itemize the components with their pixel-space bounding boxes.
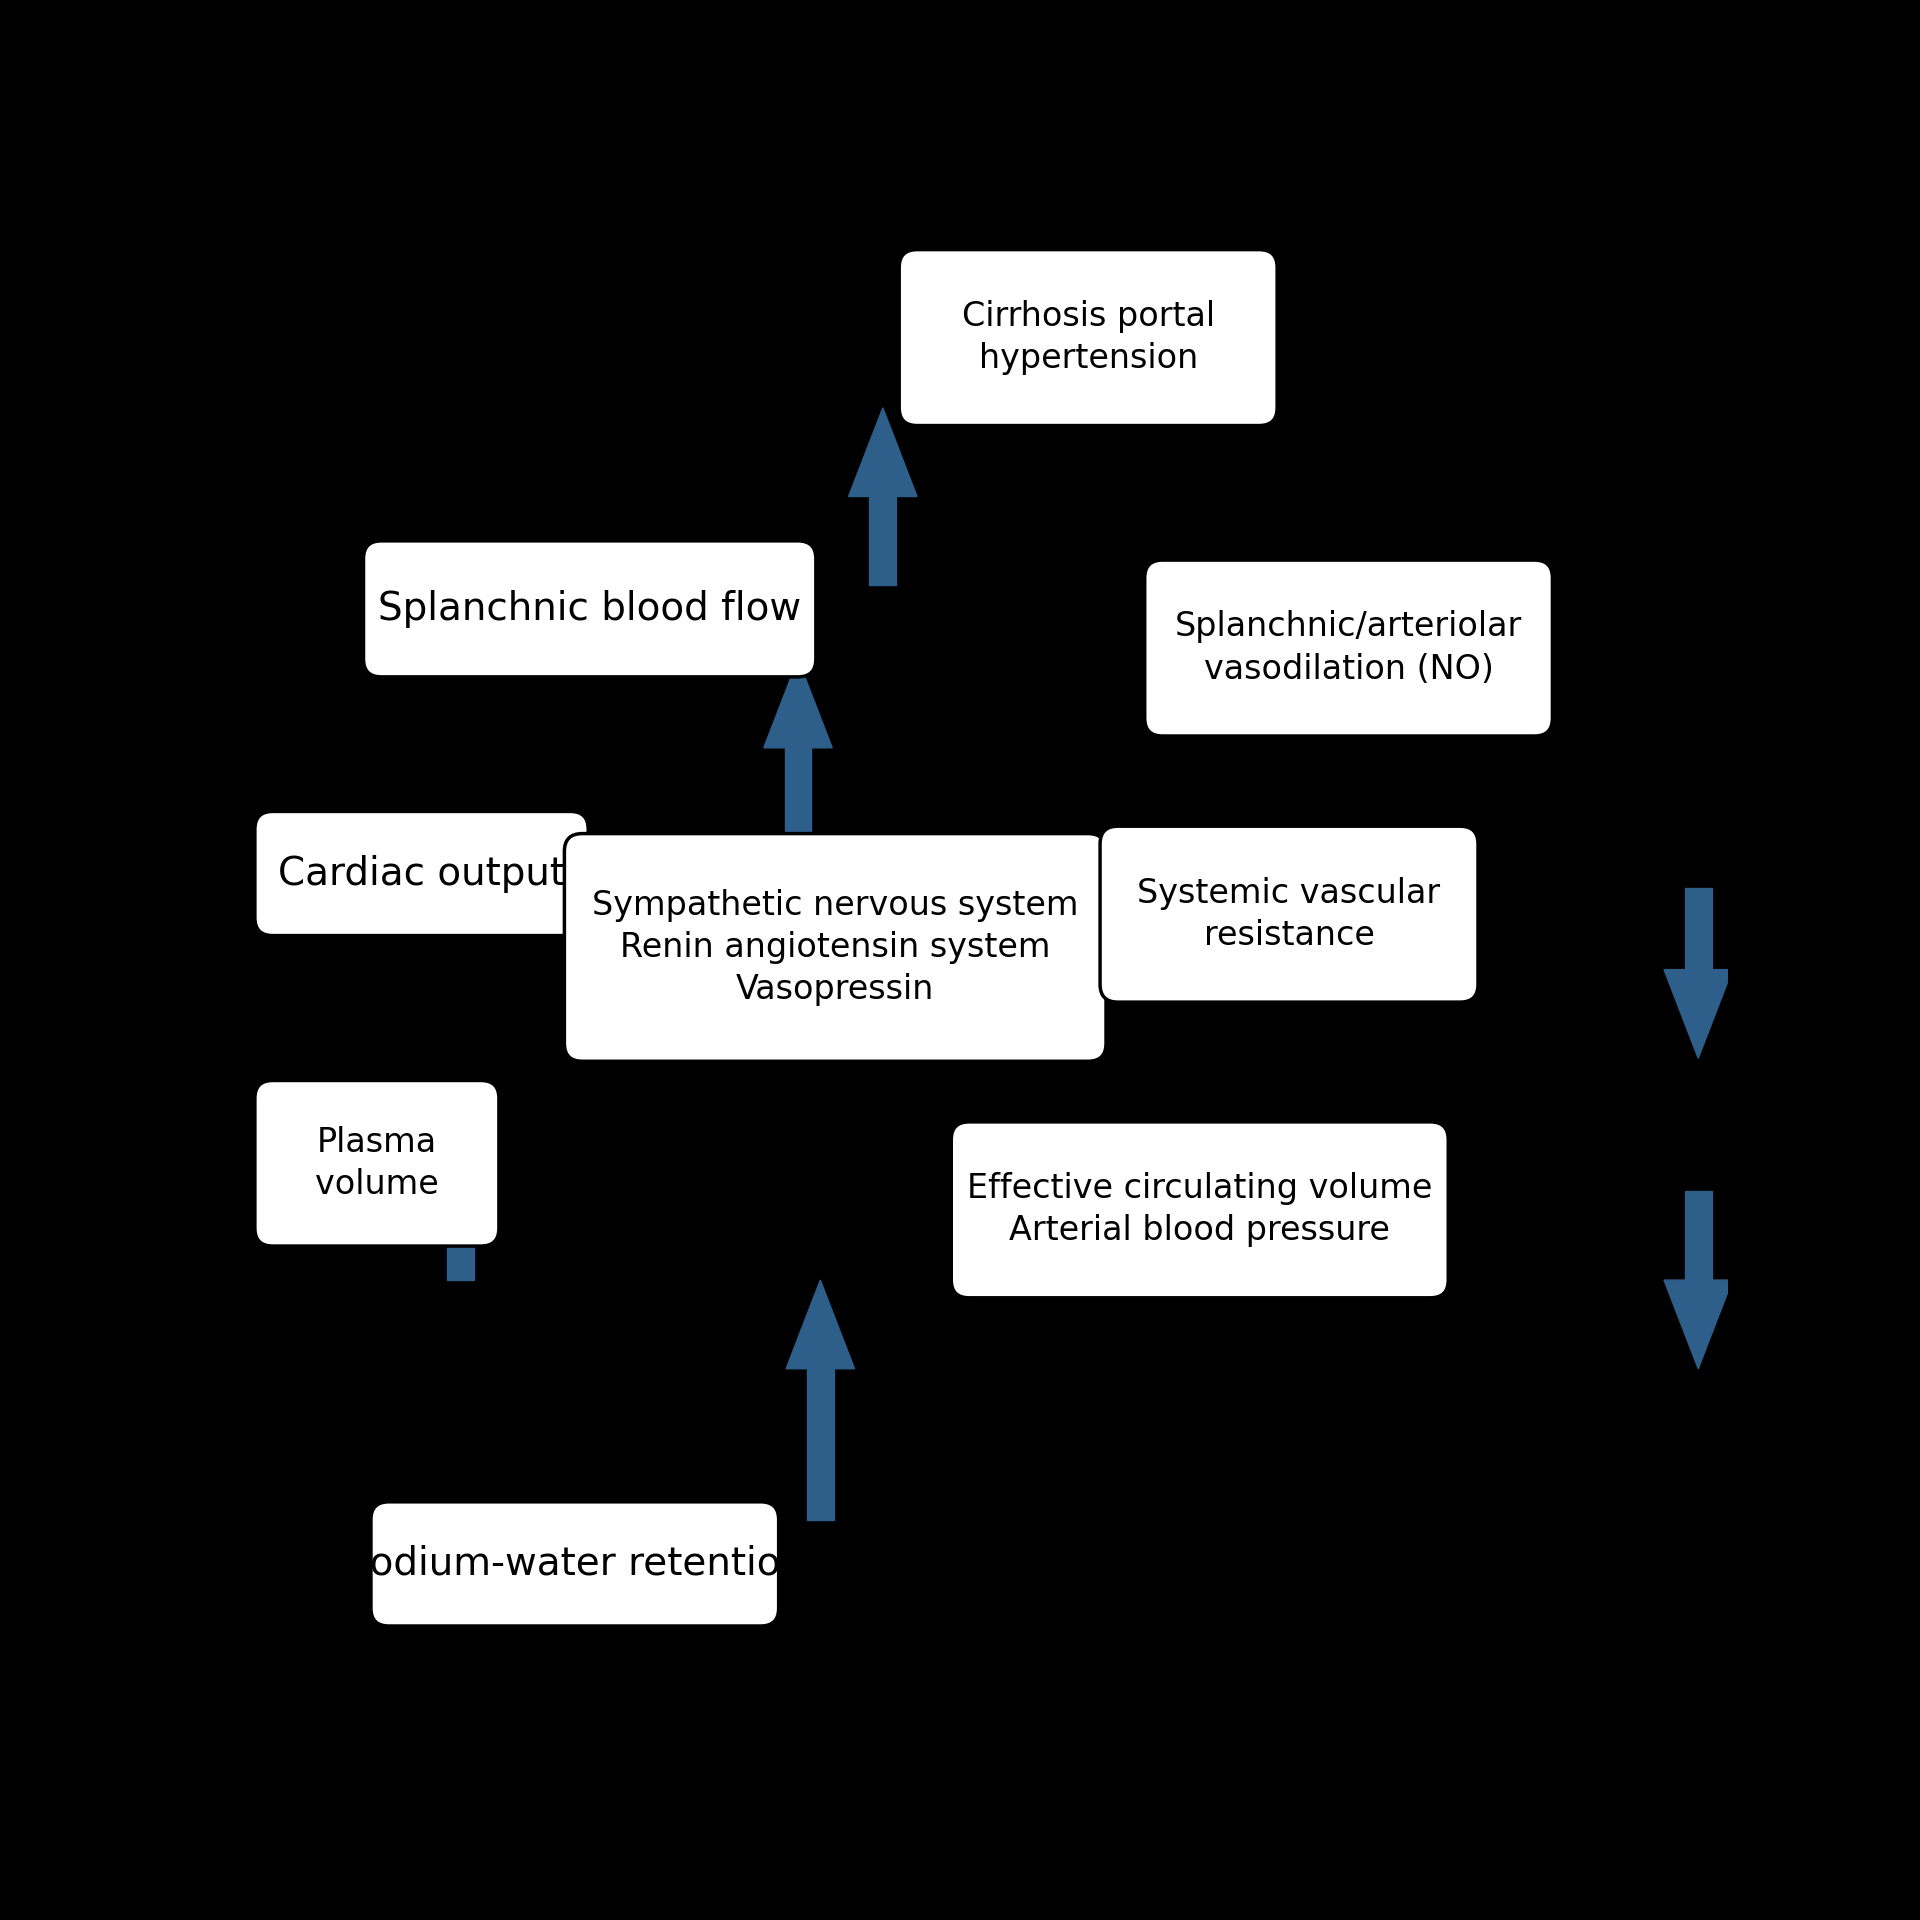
Text: Sympathetic nervous system
Renin angiotensin system
Vasopressin: Sympathetic nervous system Renin angiote… [591, 889, 1079, 1006]
Polygon shape [1686, 1190, 1711, 1281]
Text: Splanchnic/arteriolar
vasodilation (NO): Splanchnic/arteriolar vasodilation (NO) [1175, 611, 1523, 685]
Polygon shape [1686, 889, 1711, 970]
Text: Effective circulating volume
Arterial blood pressure: Effective circulating volume Arterial bl… [968, 1173, 1432, 1248]
FancyBboxPatch shape [1144, 561, 1553, 735]
Polygon shape [806, 1369, 833, 1519]
Polygon shape [870, 497, 897, 586]
Polygon shape [785, 1281, 854, 1369]
Polygon shape [645, 881, 712, 970]
Text: Splanchnic blood flow: Splanchnic blood flow [378, 589, 801, 628]
FancyBboxPatch shape [1100, 826, 1478, 1002]
Text: Cardiac output: Cardiac output [278, 854, 564, 893]
Polygon shape [1665, 1281, 1732, 1369]
Polygon shape [1665, 970, 1732, 1058]
Polygon shape [666, 970, 693, 1058]
Polygon shape [849, 407, 918, 497]
FancyBboxPatch shape [255, 812, 588, 935]
FancyBboxPatch shape [255, 1081, 499, 1246]
FancyBboxPatch shape [371, 1501, 780, 1626]
Polygon shape [447, 1213, 474, 1281]
Text: Cirrhosis portal
hypertension: Cirrhosis portal hypertension [962, 300, 1215, 374]
FancyBboxPatch shape [899, 250, 1277, 426]
Text: Plasma
volume: Plasma volume [315, 1125, 440, 1200]
Polygon shape [764, 659, 831, 749]
Text: Systemic vascular
resistance: Systemic vascular resistance [1137, 877, 1440, 952]
Text: Sodium-water retention: Sodium-water retention [346, 1546, 804, 1582]
Polygon shape [785, 749, 812, 851]
Polygon shape [426, 1125, 495, 1213]
FancyBboxPatch shape [564, 833, 1106, 1062]
FancyBboxPatch shape [950, 1121, 1448, 1298]
FancyBboxPatch shape [363, 541, 816, 678]
